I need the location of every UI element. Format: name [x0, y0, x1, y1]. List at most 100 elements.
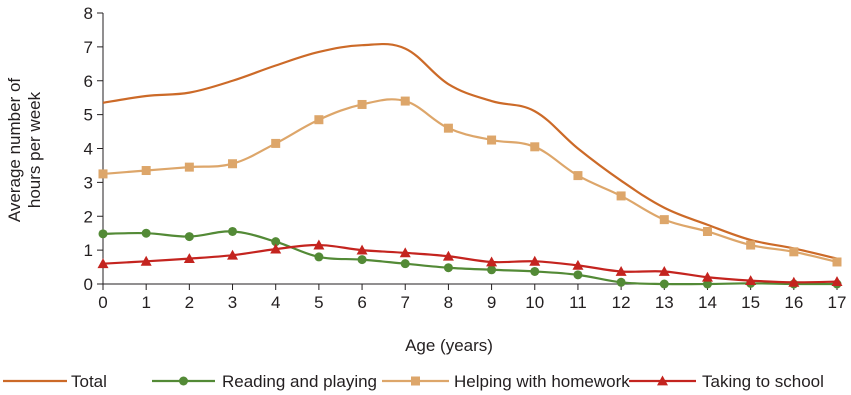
- data-point-reading-and-playing: [314, 252, 324, 262]
- data-point-helping-with-homework: [616, 191, 626, 201]
- x-tick-label: 0: [98, 293, 107, 312]
- x-tick-label: 17: [828, 293, 847, 312]
- y-tick-label: 8: [84, 4, 93, 23]
- data-point-taking-to-school: [356, 244, 368, 255]
- data-point-taking-to-school: [658, 265, 670, 276]
- data-point-reading-and-playing: [400, 259, 410, 269]
- legend-item-total: Total: [3, 372, 107, 391]
- x-tick-label: 14: [698, 293, 717, 312]
- x-tick-label: 16: [784, 293, 803, 312]
- data-point-taking-to-school: [399, 247, 411, 258]
- data-point-taking-to-school: [615, 265, 627, 276]
- legend-swatch-marker: [179, 376, 188, 386]
- data-point-reading-and-playing: [616, 277, 626, 287]
- data-point-helping-with-homework: [314, 115, 324, 125]
- data-point-taking-to-school: [788, 276, 800, 287]
- y-tick-label: 6: [84, 72, 93, 91]
- legend-label: Taking to school: [702, 372, 824, 391]
- y-axis-title-line-1: Average number of: [5, 78, 24, 223]
- data-point-taking-to-school: [442, 250, 454, 261]
- series-reading-and-playing: [98, 226, 842, 289]
- data-point-helping-with-homework: [98, 169, 108, 179]
- data-point-taking-to-school: [140, 255, 152, 266]
- data-point-helping-with-homework: [271, 138, 281, 148]
- data-point-helping-with-homework: [228, 159, 238, 169]
- data-point-helping-with-homework: [746, 240, 756, 250]
- data-point-taking-to-school: [313, 239, 325, 250]
- data-point-taking-to-school: [227, 249, 239, 260]
- legend-label: Total: [71, 372, 107, 391]
- y-tick-label: 3: [84, 173, 93, 192]
- x-tick-label: 3: [228, 293, 237, 312]
- legend: Total Reading and playing Helping with hom…: [3, 372, 824, 391]
- data-point-taking-to-school: [270, 243, 282, 254]
- data-point-helping-with-homework: [530, 142, 540, 152]
- legend-item-reading-and-playing: Reading and playing: [152, 372, 377, 391]
- legend-label: Reading and playing: [222, 372, 377, 391]
- data-point-helping-with-homework: [141, 166, 151, 176]
- data-point-reading-and-playing: [487, 265, 497, 275]
- x-tick-label: 10: [525, 293, 544, 312]
- series-taking-to-school: [97, 239, 843, 287]
- data-point-reading-and-playing: [702, 279, 712, 289]
- x-tick-label: 2: [185, 293, 194, 312]
- x-tick-label: 8: [444, 293, 453, 312]
- data-point-taking-to-school: [572, 259, 584, 270]
- data-point-helping-with-homework: [443, 123, 453, 133]
- data-point-taking-to-school: [183, 253, 195, 263]
- x-tick-label: 13: [655, 293, 674, 312]
- data-point-reading-and-playing: [659, 279, 669, 289]
- data-point-reading-and-playing: [357, 255, 367, 265]
- legend-item-taking-to-school: Taking to school: [629, 372, 824, 391]
- y-tick-label: 7: [84, 38, 93, 57]
- x-tick-label: 15: [741, 293, 760, 312]
- data-point-helping-with-homework: [659, 215, 669, 225]
- y-axis-title-line-2: hours per week: [25, 91, 44, 208]
- series-line-helping-with-homework: [102, 98, 838, 264]
- x-axis-title: Age (years): [405, 336, 493, 355]
- data-point-taking-to-school: [529, 255, 541, 266]
- y-tick-label: 4: [84, 140, 93, 159]
- data-point-taking-to-school: [745, 275, 757, 286]
- legend-swatch-marker: [657, 375, 668, 386]
- legend-label: Helping with homework: [454, 372, 630, 391]
- data-point-helping-with-homework: [573, 171, 583, 181]
- data-point-taking-to-school: [97, 258, 109, 269]
- data-point-helping-with-homework: [487, 135, 497, 145]
- data-point-helping-with-homework: [702, 226, 712, 236]
- legend-swatch-marker: [411, 376, 420, 386]
- data-point-helping-with-homework: [184, 162, 194, 172]
- y-tick-label: 1: [84, 241, 93, 260]
- x-tick-label: 1: [141, 293, 150, 312]
- x-tick-label: 7: [401, 293, 410, 312]
- x-tick-label: 12: [612, 293, 631, 312]
- x-tick-label: 4: [271, 293, 280, 312]
- data-point-reading-and-playing: [141, 228, 151, 238]
- x-tick-label: 5: [314, 293, 323, 312]
- y-tick-label: 5: [84, 106, 93, 125]
- series-helping-with-homework: [98, 96, 842, 267]
- data-point-helping-with-homework: [400, 96, 410, 106]
- data-point-helping-with-homework: [832, 257, 842, 267]
- y-tick-label: 0: [84, 275, 93, 294]
- data-point-helping-with-homework: [789, 247, 799, 257]
- x-tick-label: 9: [487, 293, 496, 312]
- x-tick-label: 6: [357, 293, 366, 312]
- y-axis-title: Average number of hours per week: [5, 78, 44, 223]
- data-point-taking-to-school: [831, 276, 843, 287]
- data-point-reading-and-playing: [530, 266, 540, 276]
- data-point-taking-to-school: [701, 271, 713, 282]
- series-total: [102, 42, 838, 260]
- data-point-reading-and-playing: [443, 263, 453, 273]
- series-line-taking-to-school: [102, 243, 838, 284]
- data-point-reading-and-playing: [573, 270, 583, 280]
- series-layer: [97, 42, 843, 289]
- data-point-helping-with-homework: [357, 99, 367, 109]
- legend-item-helping-with-homework: Helping with homework: [382, 372, 630, 391]
- y-tick-label: 2: [84, 207, 93, 226]
- data-point-reading-and-playing: [98, 229, 108, 239]
- data-point-taking-to-school: [486, 256, 498, 267]
- data-point-reading-and-playing: [228, 226, 238, 236]
